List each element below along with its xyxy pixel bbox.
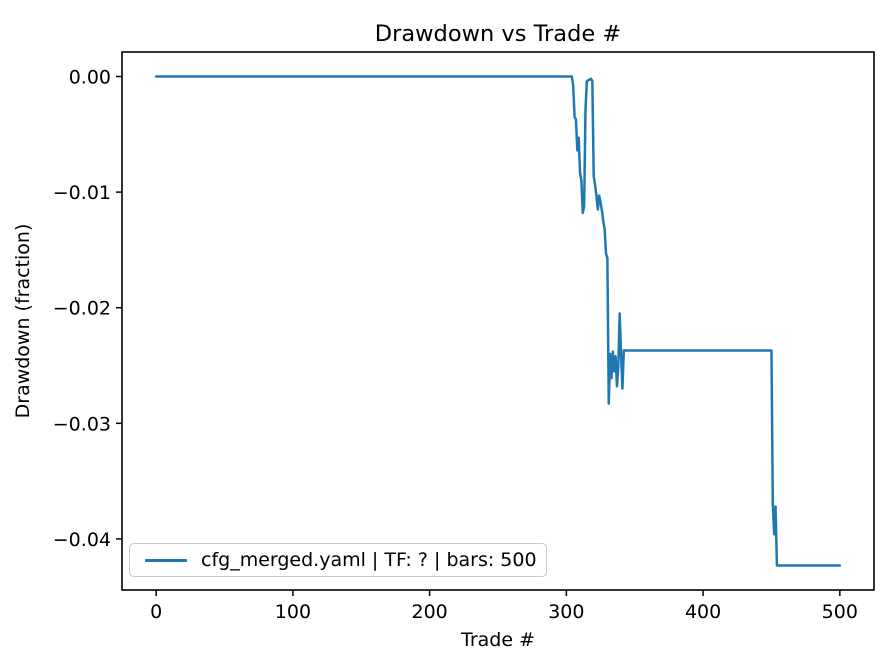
series-line bbox=[154, 75, 842, 567]
y-tick-label: −0.01 bbox=[53, 182, 111, 204]
x-axis-label: Trade # bbox=[461, 629, 535, 651]
y-tick-label: −0.02 bbox=[53, 298, 111, 320]
y-axis-label: Drawdown (fraction) bbox=[12, 223, 34, 419]
y-tick-label: −0.04 bbox=[53, 529, 111, 551]
x-tick-label: 500 bbox=[822, 601, 858, 623]
y-tick-label: −0.03 bbox=[53, 413, 111, 435]
legend-entry-label: cfg_merged.yaml | TF: ? | bars: 500 bbox=[201, 549, 537, 571]
legend-box: cfg_merged.yaml | TF: ? | bars: 500 bbox=[129, 543, 547, 577]
axes-spines bbox=[121, 51, 875, 591]
chart-title: Drawdown vs Trade # bbox=[374, 21, 622, 47]
x-tick-label: 0 bbox=[150, 601, 162, 623]
x-tick-label: 300 bbox=[548, 601, 584, 623]
x-tick-label: 400 bbox=[685, 601, 721, 623]
legend-line-sample-icon bbox=[145, 558, 187, 562]
y-tick-label: 0.00 bbox=[69, 67, 111, 89]
x-tick-label: 200 bbox=[412, 601, 448, 623]
x-tick-label: 100 bbox=[275, 601, 311, 623]
